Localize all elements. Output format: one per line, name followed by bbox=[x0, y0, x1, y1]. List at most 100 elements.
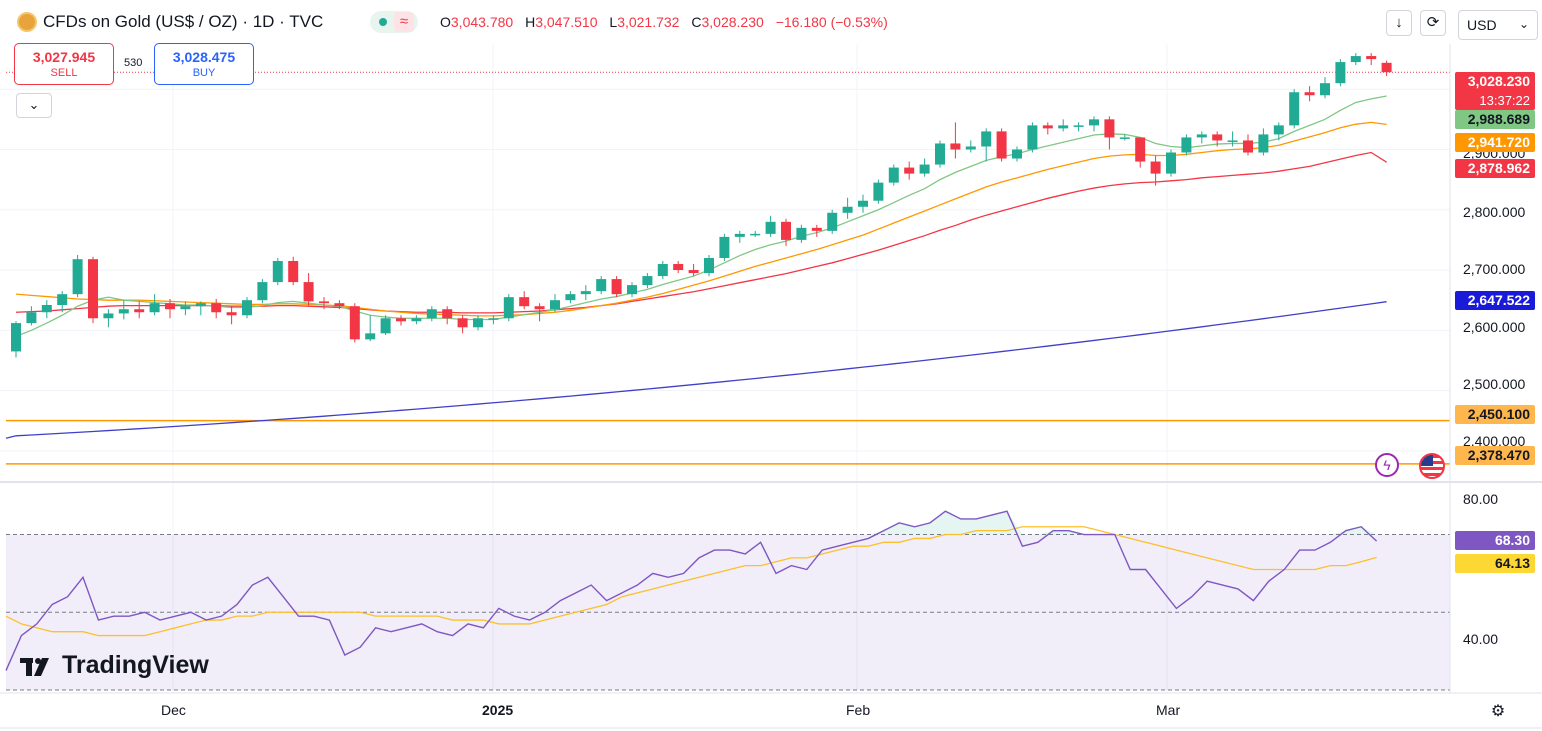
candle-up bbox=[488, 318, 499, 320]
symbol-title[interactable]: CFDs on Gold (US$ / OZ) · 1D · TVC bbox=[43, 12, 324, 31]
candle-down bbox=[1150, 161, 1161, 174]
candle-up bbox=[642, 276, 653, 286]
currency-select[interactable]: USD ⌄ bbox=[1458, 10, 1538, 40]
collapse-legend-button[interactable]: ⌄ bbox=[16, 93, 52, 118]
time-tick: 2025 bbox=[482, 702, 514, 718]
candle-down bbox=[288, 261, 299, 283]
candle-up bbox=[1289, 92, 1300, 126]
sell-button[interactable]: 3,027.945 SELL bbox=[14, 43, 114, 85]
candle-up bbox=[503, 297, 514, 319]
time-tick: Feb bbox=[846, 702, 871, 718]
candle-up bbox=[550, 300, 560, 310]
candle-up bbox=[981, 131, 992, 147]
chart-header: CFDs on Gold (US$ / OZ) · 1D · TVC ≈ O3,… bbox=[0, 0, 1542, 44]
candle-down bbox=[781, 221, 791, 240]
candle-up bbox=[858, 200, 868, 207]
lightning-event-icon[interactable]: ϟ bbox=[1375, 453, 1399, 477]
buy-label: BUY bbox=[192, 67, 216, 79]
candle-up bbox=[935, 143, 945, 165]
candle-down bbox=[811, 227, 822, 231]
candle-down bbox=[1243, 140, 1253, 153]
candle-up bbox=[565, 294, 576, 301]
candle-down bbox=[1366, 56, 1377, 60]
candle-up bbox=[965, 146, 976, 150]
rsi-overbought-fill bbox=[6, 511, 1377, 535]
candle-up bbox=[580, 291, 591, 295]
rsi-ma-tag: 64.13 bbox=[1455, 554, 1535, 573]
candle-up bbox=[365, 333, 376, 340]
candle-up bbox=[57, 294, 68, 306]
candle-up bbox=[919, 164, 930, 174]
moving-averages bbox=[5, 95, 1387, 439]
candle-up bbox=[1119, 137, 1130, 139]
candle-up bbox=[657, 264, 668, 277]
settings-gear-icon[interactable]: ⚙ bbox=[1490, 703, 1506, 720]
market-open-dot-icon bbox=[379, 18, 387, 26]
high-value: 3,047.510 bbox=[535, 14, 598, 30]
candle-up bbox=[1350, 56, 1361, 63]
candle-up bbox=[1089, 119, 1099, 126]
tradingview-logo-icon bbox=[20, 658, 49, 676]
price-tick: 2,800.000 bbox=[1463, 204, 1526, 220]
buy-price: 3,028.475 bbox=[172, 49, 236, 65]
candle-down bbox=[1304, 92, 1315, 96]
candle-up bbox=[627, 285, 637, 295]
download-icon[interactable]: ↓ bbox=[1386, 10, 1412, 36]
last-price: 3,028.230 bbox=[1467, 73, 1530, 89]
candle-up bbox=[411, 318, 422, 322]
candle-up bbox=[1058, 125, 1069, 129]
gridlines bbox=[0, 44, 1450, 693]
change-value: −16.180 (−0.53%) bbox=[775, 14, 888, 30]
time-tick: Dec bbox=[161, 702, 186, 718]
open-value: 3,043.780 bbox=[450, 14, 514, 30]
candle-up bbox=[41, 305, 52, 313]
candle-down bbox=[673, 264, 684, 271]
candle-down bbox=[349, 306, 360, 340]
chevron-down-icon: ⌄ bbox=[28, 97, 40, 112]
ma-blue-line bbox=[5, 301, 1387, 439]
gold-symbol-icon bbox=[17, 12, 37, 32]
candle-down bbox=[904, 167, 915, 174]
candle-up bbox=[1227, 140, 1238, 142]
candle-up bbox=[103, 313, 114, 319]
candle-up bbox=[1181, 137, 1192, 153]
candle-up bbox=[72, 259, 83, 295]
candle-up bbox=[827, 212, 838, 231]
sell-price: 3,027.945 bbox=[32, 49, 96, 65]
ma-blue-tag: 2,647.522 bbox=[1455, 291, 1535, 310]
price-tick: 2,400.000 bbox=[1463, 433, 1526, 449]
candle-up bbox=[842, 206, 853, 213]
candle-up bbox=[118, 309, 129, 314]
candle-up bbox=[149, 303, 160, 313]
rsi-guides bbox=[6, 534, 1450, 691]
candle-up bbox=[257, 282, 268, 301]
ma-orange-tag: 2,941.720 bbox=[1455, 133, 1535, 152]
candle-down bbox=[226, 312, 237, 316]
brand-name: TradingView bbox=[62, 651, 209, 679]
candle-down bbox=[442, 309, 453, 319]
replay-icon[interactable]: ⟳ bbox=[1420, 10, 1446, 36]
candle-down bbox=[1212, 134, 1223, 141]
level-tag: 2,450.100 bbox=[1455, 405, 1535, 424]
candle-up bbox=[1166, 152, 1176, 174]
candle-up bbox=[873, 182, 884, 201]
buy-button[interactable]: 3,028.475 BUY bbox=[154, 43, 254, 85]
spread-value: 530 bbox=[124, 57, 143, 69]
us-flag-event-icon[interactable] bbox=[1419, 453, 1445, 479]
rsi-tick: 80.00 bbox=[1463, 491, 1499, 507]
candle-down bbox=[534, 306, 545, 310]
candle-up bbox=[796, 227, 807, 240]
candle-down bbox=[611, 279, 622, 295]
market-status[interactable]: ≈ bbox=[370, 11, 418, 33]
bar-countdown: 13:37:22 bbox=[1479, 93, 1530, 108]
rsi-ma-line bbox=[5, 526, 1377, 637]
rsi-lines bbox=[5, 510, 1378, 671]
candle-up bbox=[1335, 62, 1346, 84]
candle-up bbox=[380, 318, 391, 334]
candle-up bbox=[1273, 125, 1284, 135]
candle-down bbox=[134, 309, 145, 313]
price-tick: 2,600.000 bbox=[1463, 319, 1526, 335]
candle-up bbox=[765, 221, 776, 234]
candle-down bbox=[1042, 125, 1053, 129]
